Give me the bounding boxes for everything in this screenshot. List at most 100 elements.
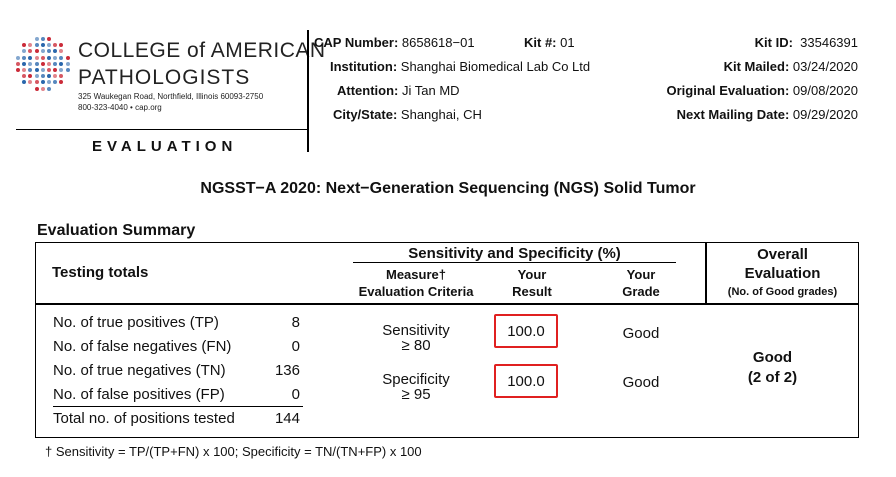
logo-dot — [47, 74, 51, 79]
logo-dot — [53, 61, 58, 66]
attention-label: Attention: — [337, 83, 399, 98]
logo-dot — [28, 61, 33, 66]
logo-dot — [47, 55, 51, 60]
logo-dot — [53, 43, 58, 48]
specificity-criteria: Specificity ≥ 95 — [356, 372, 476, 402]
kit-id-row: Kit ID: 33546391 — [755, 35, 858, 50]
your-grade-header-line2: Grade — [622, 284, 660, 299]
logo-dot — [59, 80, 64, 85]
logo-dot — [53, 74, 58, 79]
fp-label: No. of false positives (FP) — [53, 386, 225, 403]
logo-dot — [34, 49, 39, 54]
next-mailing-row: Next Mailing Date: 09/29/2020 — [677, 107, 858, 122]
logo-dot — [65, 68, 70, 72]
logo-contact: 800-323-4040 • cap.org — [78, 103, 162, 112]
totals-sum-rule — [53, 406, 303, 407]
header-divider-horizontal — [16, 129, 308, 130]
logo-dot — [40, 80, 45, 85]
original-evaluation-label: Original Evaluation: — [666, 83, 790, 98]
cap-number-row: CAP Number: 8658618−01 — [314, 35, 475, 50]
sensitivity-threshold: ≥ 80 — [401, 337, 431, 354]
logo-dot — [65, 55, 70, 60]
logo-dot — [59, 74, 64, 79]
evaluation-summary-table — [35, 242, 859, 438]
logo-dot — [59, 49, 64, 54]
logo-dot — [28, 43, 33, 48]
formula-footnote: † Sensitivity = TP/(TP+FN) x 100; Specif… — [45, 444, 422, 459]
fn-label: No. of false negatives (FN) — [53, 338, 232, 355]
measure-header: Measure† Evaluation Criteria — [346, 266, 486, 300]
tn-label: No. of true negatives (TN) — [53, 362, 226, 379]
logo-dot — [53, 55, 58, 60]
logo-dot — [34, 61, 39, 66]
logo-dot — [40, 61, 45, 66]
measure-header-line1: Measure† — [386, 267, 446, 282]
logo-dot — [22, 55, 27, 60]
section-title: EVALUATION — [92, 138, 238, 155]
logo-dot — [40, 43, 45, 48]
overall-column-divider — [705, 242, 707, 304]
your-grade-header-line1: Your — [626, 267, 656, 282]
city-value: Shanghai, CH — [400, 107, 482, 122]
logo-dot — [34, 86, 39, 91]
logo-dot — [47, 86, 51, 91]
original-evaluation-value: 09/08/2020 — [792, 83, 858, 98]
tn-value: 136 — [274, 362, 300, 379]
logo-dot — [22, 61, 27, 66]
logo-dot — [22, 43, 27, 48]
logo-dot — [40, 68, 45, 72]
sensitivity-name: Sensitivity — [382, 322, 450, 339]
institution-row: Institution: Shanghai Biomedical Lab Co … — [330, 59, 590, 74]
logo-dot — [34, 68, 39, 72]
overall-header-line1: Overall — [757, 246, 808, 263]
logo-dot — [28, 55, 33, 60]
logo-dot — [34, 55, 39, 60]
measure-header-line2: Evaluation Criteria — [358, 284, 474, 299]
cap-number-label: CAP Number: — [314, 35, 399, 50]
total-value: 144 — [274, 410, 300, 427]
logo-dot — [28, 74, 33, 79]
kit-id-label: Kit ID: — [754, 35, 793, 50]
logo-dot — [47, 80, 51, 85]
logo-dot — [40, 74, 45, 79]
city-label: City/State: — [333, 107, 398, 122]
logo-dot — [28, 80, 33, 85]
city-row: City/State: Shanghai, CH — [333, 107, 482, 122]
logo-dot — [59, 68, 64, 72]
logo-dot — [34, 74, 39, 79]
logo-dot — [22, 74, 27, 79]
logo-dot — [40, 86, 45, 91]
specificity-name: Specificity — [382, 371, 450, 388]
your-result-header-line1: Your — [517, 267, 547, 282]
cap-number-value: 8658618−01 — [401, 35, 475, 50]
attention-row: Attention: Ji Tan MD — [337, 83, 460, 98]
overall-header-line3: (No. of Good grades) — [727, 286, 838, 298]
logo-dot — [16, 68, 20, 72]
table-header-divider — [35, 303, 859, 305]
specificity-grade: Good — [622, 374, 660, 391]
attention-value: Ji Tan MD — [402, 83, 460, 98]
institution-label: Institution: — [330, 59, 398, 74]
your-result-header-line2: Result — [512, 284, 552, 299]
overall-count: (2 of 2) — [747, 369, 798, 386]
logo-dot — [47, 68, 51, 72]
evaluation-summary-title: Evaluation Summary — [37, 222, 196, 239]
kit-id-value: 33546391 — [800, 35, 858, 50]
fn-value: 0 — [291, 338, 300, 355]
logo-line2: PATHOLOGISTS — [78, 66, 251, 89]
next-mailing-label: Next Mailing Date: — [676, 107, 790, 122]
logo-dot — [22, 68, 27, 72]
overall-header: Overall Evaluation (No. of Good grades) — [706, 245, 859, 302]
your-result-header: Your Result — [497, 266, 567, 300]
logo-dot — [53, 80, 58, 85]
institution-value: Shanghai Biomedical Lab Co Ltd — [400, 59, 591, 74]
logo-dot — [40, 55, 45, 60]
kit-mailed-label: Kit Mailed: — [723, 59, 790, 74]
kit-num-label: Kit #: — [524, 35, 557, 50]
logo-dot — [65, 61, 70, 66]
logo-dot — [34, 43, 39, 48]
logo-dot — [59, 55, 64, 60]
logo-dot — [47, 49, 51, 54]
logo-line1: COLLEGE of AMERICAN — [78, 39, 326, 62]
logo-dot — [28, 68, 33, 72]
